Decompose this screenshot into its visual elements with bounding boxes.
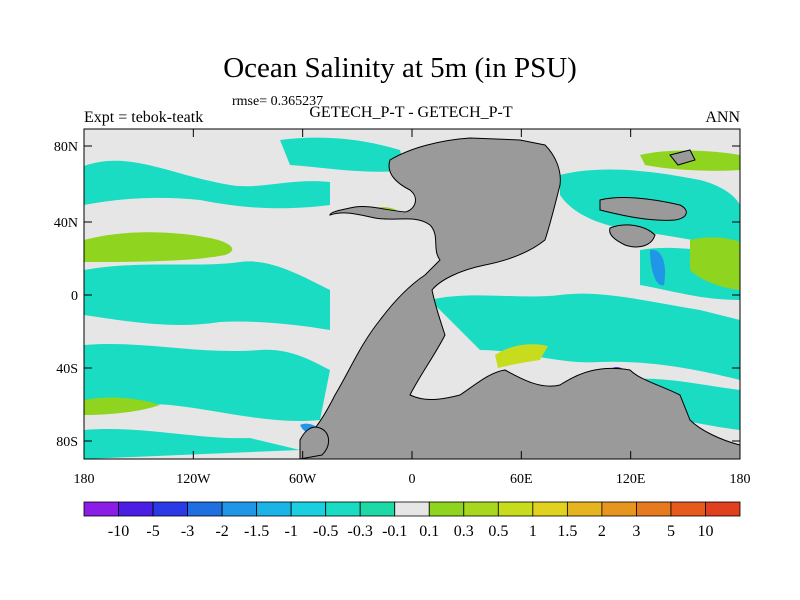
colorbar-box: [221, 501, 258, 517]
colorbar-label: 1: [529, 523, 537, 540]
salinity-band-north-pacific: [84, 160, 330, 209]
x-tick-label: 60E: [510, 472, 533, 487]
x-tick-label: 120W: [176, 472, 211, 487]
x-tick-label: 180: [730, 472, 751, 487]
colorbar-box: [325, 501, 361, 517]
season-label: ANN: [705, 109, 740, 126]
colorbar-box: [497, 501, 534, 517]
colorbar: -10 -5 -3 -2 -1.5 -1 -0.5 -0.3 -0.1 0.1 0.3 0.5 1 1.5…: [83, 501, 741, 540]
colorbar-box: [705, 501, 741, 517]
salinity-positive-pacific-east: [690, 237, 740, 290]
salinity-negative-west-pacific: [650, 249, 666, 286]
landmass-island-arctic: [669, 149, 696, 166]
rmse-label: rmse= 0.365237: [232, 94, 324, 109]
plot-title: Ocean Salinity at 5m (in PSU): [223, 52, 577, 84]
experiment-label: Expt = tebok-teatk: [84, 109, 204, 126]
colorbar-box: [256, 501, 292, 517]
colorbar-label: 5: [667, 523, 675, 540]
y-tick-label: 40N: [54, 216, 78, 231]
colorbar-label: -0.3: [348, 523, 373, 540]
x-tick-label: 60W: [289, 472, 317, 487]
salinity-band-indian: [430, 293, 740, 380]
colorbar-box: [290, 501, 327, 517]
colorbar-box: [532, 501, 568, 517]
colorbar-label: -5: [146, 523, 159, 540]
colorbar-box: [394, 501, 430, 517]
colorbar-box: [83, 501, 119, 517]
colorbar-label: -1.5: [244, 523, 269, 540]
colorbar-label: 0.1: [419, 523, 439, 540]
colorbar-label: -1: [284, 523, 297, 540]
landmass-west-continent: [299, 137, 740, 459]
colorbar-label: 3: [632, 523, 640, 540]
center-string: GETECH_P-T - GETECH_P-T: [309, 104, 513, 121]
landmass-antarctic-peninsula: [299, 426, 329, 459]
map-field: [84, 129, 740, 459]
colorbar-label: -2: [215, 523, 228, 540]
colorbar-box: [359, 501, 396, 517]
salinity-positive-indian-gulf: [495, 344, 548, 368]
colorbar-box: [601, 501, 637, 517]
axis-ticks: 180 120W 60W 0 60E 120E 180 80N 40N 0 40S 80S: [54, 129, 751, 487]
salinity-band-southern: [84, 428, 300, 459]
colorbar-box: [152, 501, 188, 517]
salinity-positive-south-pacific: [84, 397, 160, 415]
colorbar-box: [566, 501, 603, 517]
colorbar-label: -0.5: [313, 523, 338, 540]
salinity-band-north-atlantic: [280, 137, 405, 172]
x-tick-label: 120E: [616, 472, 646, 487]
colorbar-box: [670, 501, 706, 517]
salinity-band-tropical-pacific: [84, 261, 330, 330]
y-tick-label: 0: [71, 289, 78, 304]
colorbar-box: [636, 501, 672, 517]
colorbar-box: [118, 501, 154, 517]
colorbar-label: -3: [181, 523, 194, 540]
colorbar-label: 10: [697, 523, 713, 540]
y-tick-label: 40S: [56, 362, 78, 377]
colorbar-label: 0.3: [454, 523, 474, 540]
x-tick-label: 0: [409, 472, 416, 487]
landmass-island-east-1: [599, 197, 687, 221]
colorbar-label: 2: [598, 523, 606, 540]
colorbar-box: [463, 501, 499, 517]
colorbar-box: [428, 501, 465, 517]
colorbar-label: -0.1: [382, 523, 407, 540]
y-tick-label: 80S: [56, 435, 78, 450]
colorbar-label: 0.5: [488, 523, 508, 540]
colorbar-box: [187, 501, 223, 517]
salinity-positive-north-pacific: [84, 232, 233, 262]
y-tick-label: 80N: [54, 140, 78, 155]
colorbar-label: 1.5: [557, 523, 577, 540]
x-tick-label: 180: [74, 472, 95, 487]
colorbar-label: -10: [108, 523, 129, 540]
landmass-island-east-2: [609, 224, 656, 248]
